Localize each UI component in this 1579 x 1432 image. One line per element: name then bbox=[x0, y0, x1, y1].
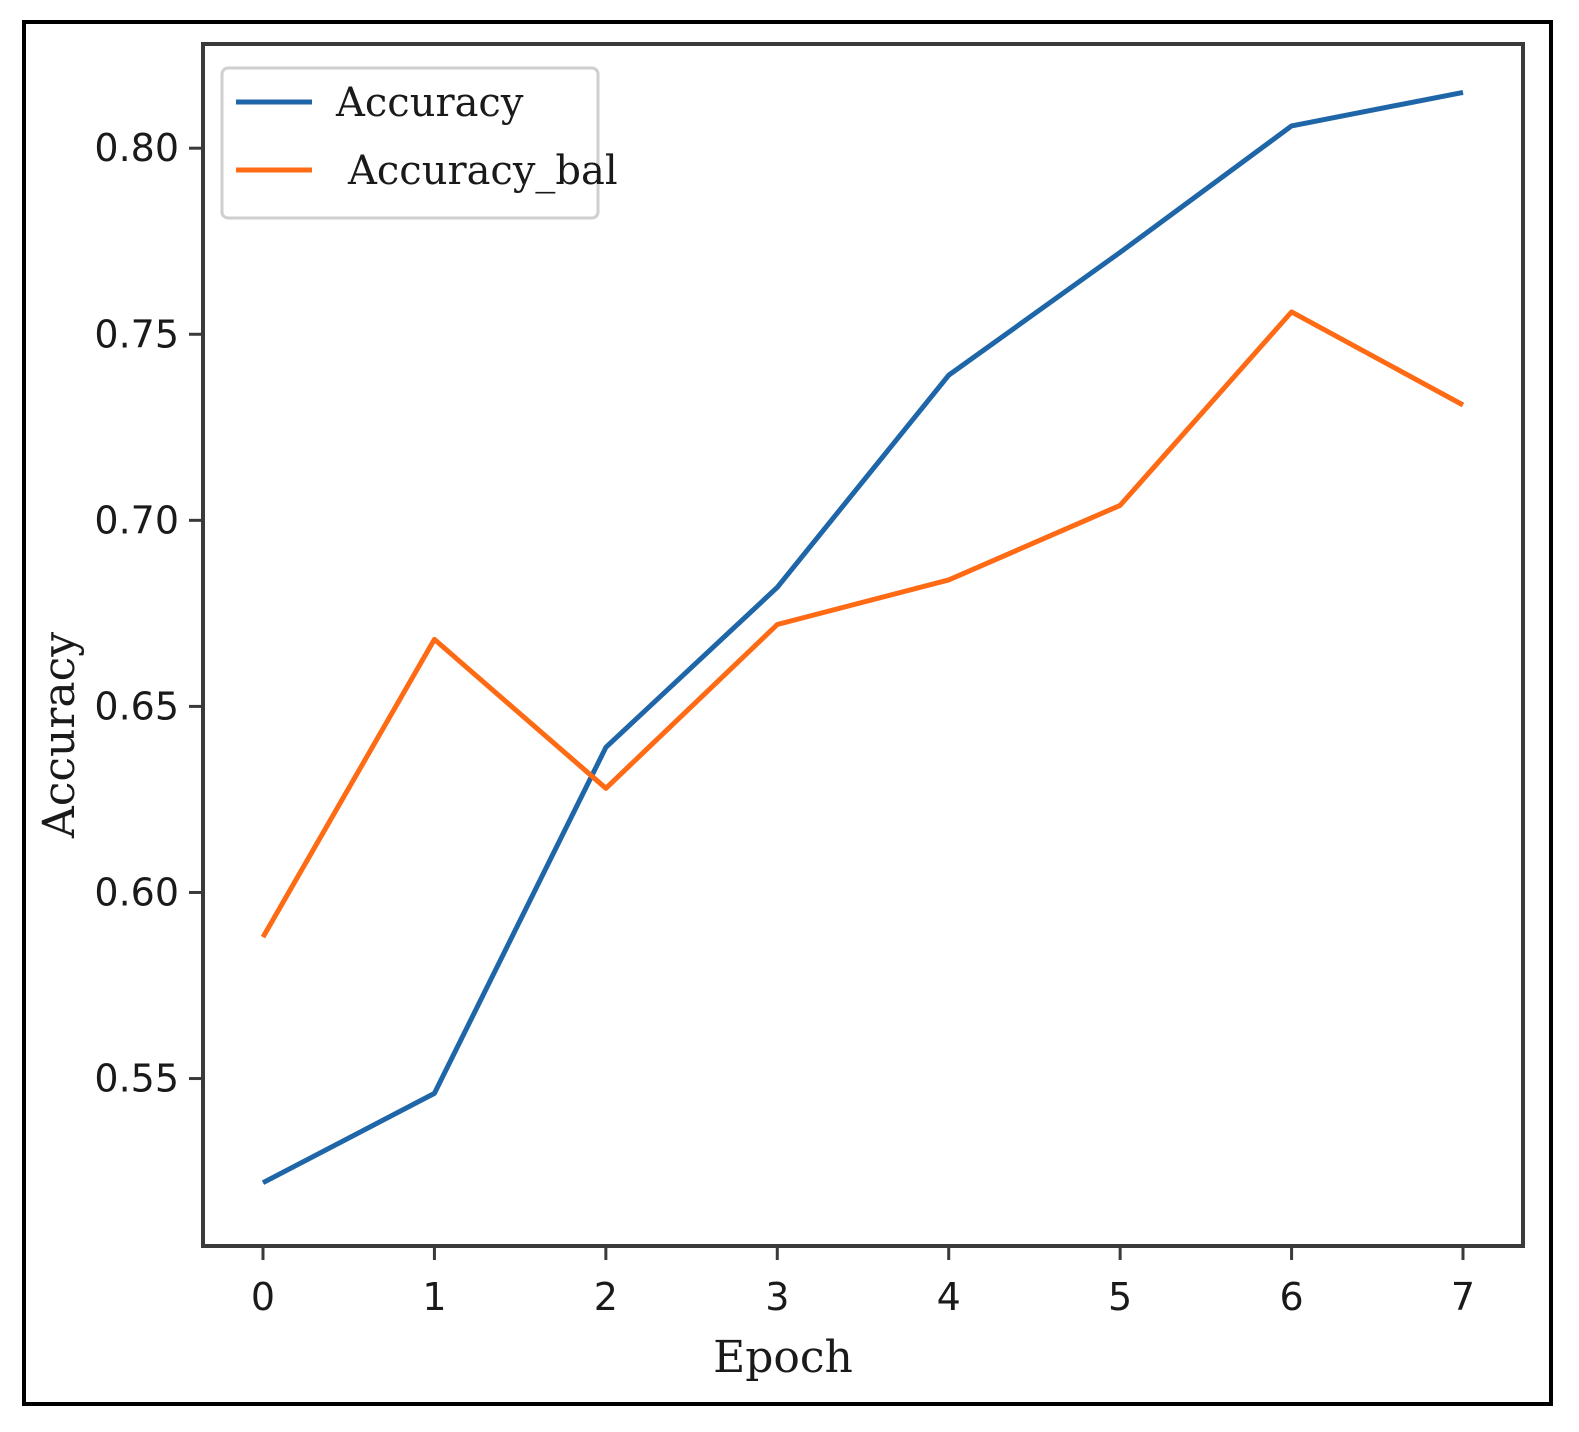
legend: Accuracy Accuracy_bal bbox=[220, 66, 618, 220]
y-tick-label: 0.75 bbox=[94, 312, 179, 356]
y-tick-label: 0.70 bbox=[94, 498, 179, 542]
x-tick-label: 6 bbox=[1279, 1275, 1303, 1319]
x-axis: 0 1 2 3 4 5 6 7 bbox=[251, 1246, 1475, 1319]
series-line-accuracy bbox=[261, 89, 1464, 1185]
x-tick-label: 5 bbox=[1108, 1275, 1132, 1319]
y-tick-label: 0.65 bbox=[94, 684, 179, 728]
series-line-accuracy-bal bbox=[260, 309, 1465, 939]
y-axis: 0.55 0.60 0.65 0.70 0.75 0.80 bbox=[94, 126, 203, 1101]
y-tick-label: 0.60 bbox=[94, 870, 179, 914]
y-axis-title: Accuracy bbox=[34, 632, 85, 839]
series-layer bbox=[260, 89, 1465, 1185]
x-tick-label: 0 bbox=[251, 1275, 275, 1319]
y-tick-label: 0.55 bbox=[94, 1057, 179, 1101]
x-tick-label: 2 bbox=[594, 1275, 618, 1319]
x-axis-title: Epoch bbox=[713, 1332, 853, 1383]
y-tick-label: 0.80 bbox=[94, 126, 179, 170]
legend-label-accuracy-bal: Accuracy_bal bbox=[347, 148, 618, 194]
x-tick-label: 3 bbox=[765, 1275, 789, 1319]
legend-box bbox=[220, 66, 600, 220]
x-tick-label: 1 bbox=[422, 1275, 446, 1319]
x-tick-label: 7 bbox=[1451, 1275, 1475, 1319]
plot-area bbox=[201, 42, 1525, 1248]
x-tick-label: 4 bbox=[937, 1275, 961, 1319]
legend-label-accuracy: Accuracy bbox=[335, 80, 524, 126]
